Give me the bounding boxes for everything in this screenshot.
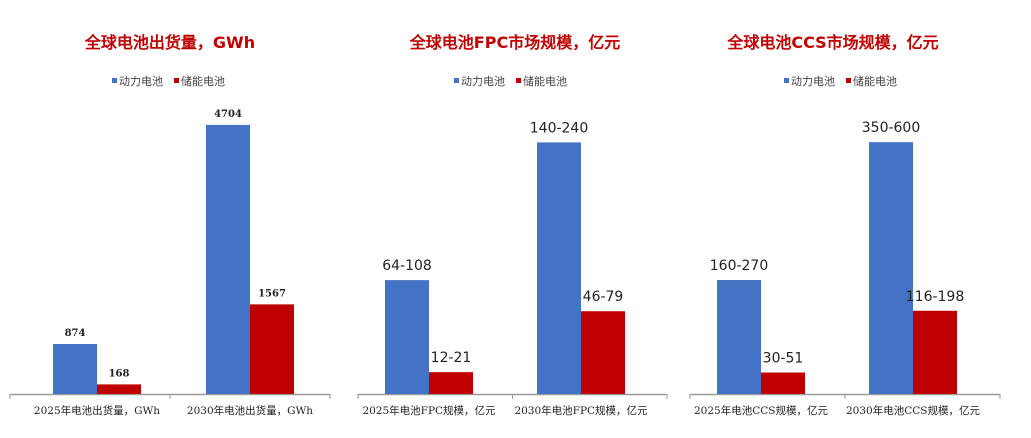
legend-label-1: 动力电池 [461,75,505,88]
category-label-1: 2025年电池CCS规模，亿元 [694,404,828,417]
category-label-2: 2030年电池出货量，GWh [187,404,313,417]
legend: 动力电池 储能电池 [784,74,897,88]
chart-title: 全球电池FPC市场规模，亿元 [409,33,620,52]
data-label: 140-240 [530,120,589,136]
bar-power-2 [869,142,913,394]
legend-label-2: 储能电池 [181,74,225,88]
legend-label-2: 储能电池 [853,74,897,88]
legend-swatch-1 [784,78,789,83]
data-label: 30-51 [763,351,804,367]
data-label: 160-270 [710,258,769,274]
bar-storage-1 [761,372,805,394]
bar-storage-2 [913,310,957,394]
data-label: 116-198 [906,289,965,305]
data-label: 4704 [214,109,242,120]
legend: 动力电池 储能电池 [112,74,225,88]
legend: 动力电池 储能电池 [454,74,567,88]
category-label-1: 2025年电池FPC规模，亿元 [362,404,496,417]
chart-1: 全球电池出货量，GWh 动力电池 储能电池 874 168 2025年电池出货量，GWh 4… [9,33,331,417]
legend-swatch-2 [174,78,179,83]
legend-swatch-1 [454,78,459,83]
bar-power-1 [385,280,429,394]
bar-storage-1 [97,384,141,394]
bar-storage-2 [581,311,625,394]
data-label: 46-79 [583,289,624,305]
data-label: 1567 [258,288,286,299]
legend-label-2: 储能电池 [523,74,567,88]
bar-storage-2 [250,304,294,394]
bar-power-1 [717,280,761,394]
legend-swatch-2 [846,78,851,83]
legend-swatch-2 [516,78,521,83]
data-label: 64-108 [382,258,432,274]
data-label: 350-600 [862,120,921,136]
chart-title: 全球电池CCS市场规模，亿元 [726,33,938,52]
category-label-1: 2025年电池出货量，GWh [34,404,160,417]
category-label-2: 2030年电池CCS规模，亿元 [846,404,980,417]
data-label: 874 [65,328,86,339]
bar-power-2 [537,142,581,394]
legend-label-1: 动力电池 [119,75,163,88]
data-label: 12-21 [431,350,472,366]
data-label: 168 [109,368,130,379]
bar-storage-1 [429,372,473,394]
legend-label-1: 动力电池 [791,75,835,88]
chart-title: 全球电池出货量，GWh [84,33,255,52]
legend-swatch-1 [112,78,117,83]
bar-power-1 [53,344,97,394]
category-label-2: 2030年电池FPC规模，亿元 [514,404,648,417]
bar-power-2 [206,124,250,395]
